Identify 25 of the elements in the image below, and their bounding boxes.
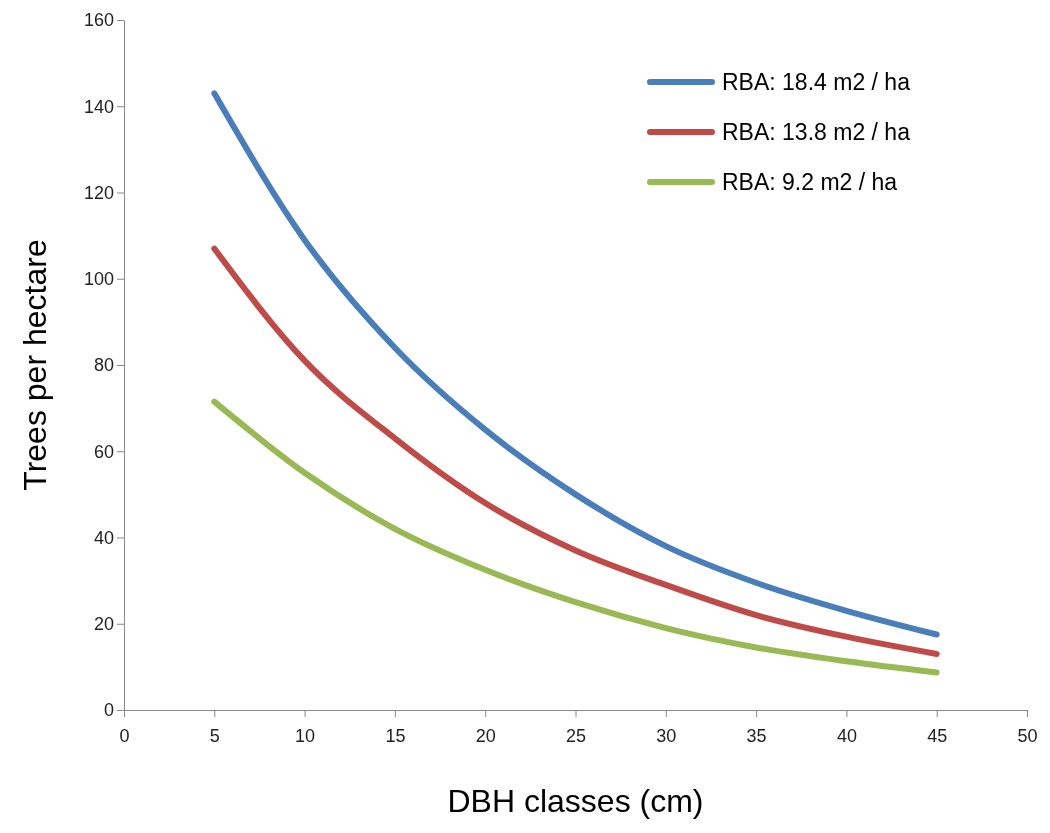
y-tick-label: 120 [83, 182, 114, 203]
y-axis-title: Trees per hectare [17, 239, 53, 491]
x-tick-label: 25 [565, 725, 587, 746]
legend-label: RBA: 13.8 m2 / ha [722, 119, 911, 146]
y-tick-label: 0 [103, 700, 114, 721]
y-tick-label: 40 [93, 527, 114, 548]
x-tick-label: 0 [119, 725, 130, 746]
y-tick-label: 100 [83, 269, 114, 290]
legend-label: RBA: 18.4 m2 / ha [722, 69, 911, 96]
y-tick-label: 160 [83, 10, 114, 31]
x-tick-label: 40 [836, 725, 857, 746]
y-tick-label: 140 [83, 96, 114, 117]
x-tick-label: 15 [385, 725, 406, 746]
x-tick-label: 10 [295, 725, 316, 746]
legend-label: RBA: 9.2 m2 / ha [722, 169, 898, 196]
x-tick-label: 20 [475, 725, 496, 746]
x-axis-title: DBH classes (cm) [447, 783, 704, 819]
x-tick-label: 35 [746, 725, 767, 746]
y-tick-label: 20 [93, 614, 114, 635]
x-tick-label: 30 [656, 725, 677, 746]
y-tick-label: 60 [93, 441, 114, 462]
x-tick-label: 50 [1017, 725, 1038, 746]
x-tick-label: 5 [209, 725, 220, 746]
x-tick-label: 45 [927, 725, 948, 746]
y-tick-label: 80 [93, 355, 114, 376]
